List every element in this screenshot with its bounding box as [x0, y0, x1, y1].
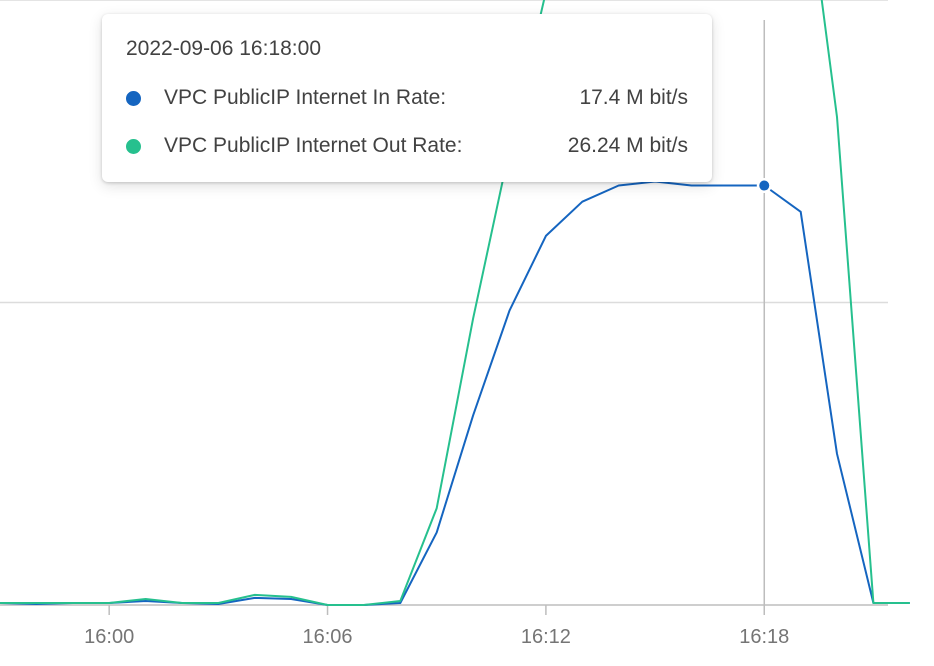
tooltip-value-in-rate: 17.4 M bit/s	[579, 86, 688, 109]
hover-layer	[756, 20, 772, 605]
x-tick-label-1: 16:06	[303, 626, 353, 648]
x-tick-label-0: 16:00	[84, 626, 134, 648]
tooltip-row-in-rate: VPC PublicIP Internet In Rate: 17.4 M bi…	[126, 84, 688, 114]
tooltip-value-out-rate: 26.24 M bit/s	[567, 134, 688, 157]
hover-marker-in-rate	[759, 180, 770, 191]
x-tick-label-2: 16:12	[521, 626, 571, 648]
series-out-rate-legend-dot	[126, 139, 141, 154]
gridlines	[0, 0, 888, 304]
tooltip-label-in-rate: VPC PublicIP Internet In Rate:	[164, 86, 447, 109]
series-line-out-rate[interactable]	[0, 0, 910, 606]
x-axis: 16:00 16:06 16:12 16:18	[0, 604, 888, 648]
tooltip-timestamp: 2022-09-06 16:18:00	[126, 37, 321, 60]
tooltip-label-out-rate: VPC PublicIP Internet Out Rate:	[164, 134, 463, 157]
tooltip-row-out-rate: VPC PublicIP Internet Out Rate: 26.24 M …	[126, 132, 688, 162]
x-tick-label-3: 16:18	[739, 626, 789, 648]
series-line-in-rate[interactable]	[0, 180, 910, 606]
hover-tooltip: 2022-09-06 16:18:00 VPC PublicIP Interne…	[102, 14, 712, 182]
series-in-rate-legend-dot	[126, 91, 141, 106]
